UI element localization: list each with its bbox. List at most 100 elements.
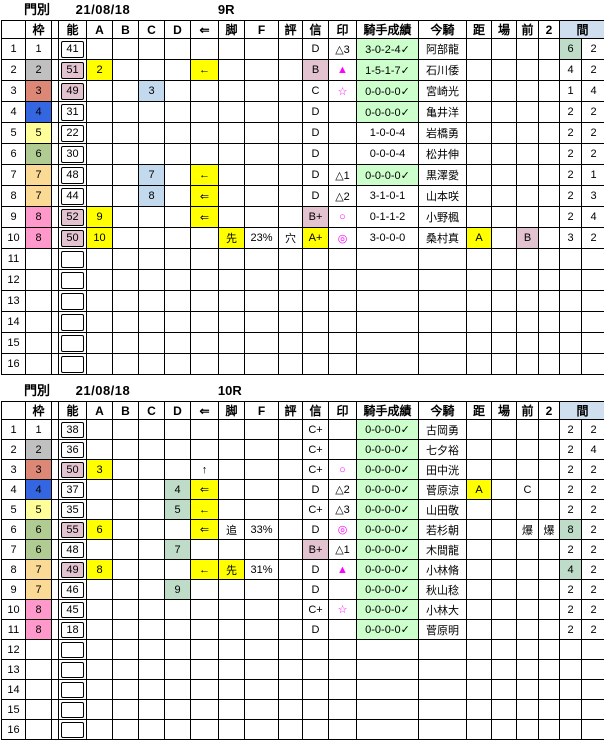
cell-kishu-seiseki[interactable] [357,354,419,375]
cell-col-c[interactable] [139,249,165,270]
cell-col-a[interactable] [87,620,113,640]
cell-col-2[interactable] [539,228,560,249]
cell-kyaku[interactable]: 追 [219,520,245,540]
cell-separator[interactable] [52,660,59,680]
cell-kan-2[interactable] [582,720,604,740]
cell-col-b[interactable] [113,39,139,60]
cell-separator[interactable] [52,520,59,540]
cell-shirushi[interactable] [329,620,357,640]
cell-kan-1[interactable] [560,354,582,375]
cell-col-c[interactable] [139,354,165,375]
cell-col-d[interactable]: 7 [165,540,191,560]
cell-shin[interactable]: D [303,580,329,600]
cell-arrow[interactable]: ⇐ [191,520,219,540]
cell-col-b[interactable] [113,540,139,560]
cell-shirushi[interactable] [329,270,357,291]
cell-separator[interactable] [52,420,59,440]
cell-arrow[interactable]: ⇐ [191,480,219,500]
column-header-col-d[interactable]: D [165,21,191,39]
cell-col-b[interactable] [113,580,139,600]
cell-shirushi[interactable]: ○ [329,207,357,228]
cell-f-pct[interactable]: 23% [245,228,279,249]
cell-col-2[interactable] [539,640,560,660]
cell-kyo[interactable] [467,144,492,165]
cell-kan-2[interactable]: 2 [582,420,604,440]
cell-col-2[interactable] [539,580,560,600]
cell-col-d[interactable] [165,291,191,312]
cell-col-2[interactable] [539,720,560,740]
cell-row-number[interactable]: 13 [2,291,26,312]
cell-shin[interactable]: D [303,102,329,123]
cell-jockey[interactable]: 秋山稔 [419,580,467,600]
column-header-kishu-seiseki[interactable]: 騎手成績 [357,21,419,39]
cell-jockey[interactable]: 阿部龍 [419,39,467,60]
column-header-col-c[interactable]: C [139,21,165,39]
cell-ba[interactable] [492,640,517,660]
cell-col-2[interactable] [539,312,560,333]
cell-mae[interactable]: 爆 [517,520,539,540]
cell-kan-2[interactable]: 2 [582,520,604,540]
cell-hyo[interactable] [279,560,303,580]
cell-f-pct[interactable] [245,39,279,60]
cell-col-b[interactable] [113,291,139,312]
column-header-row-number[interactable] [2,402,26,420]
cell-col-2[interactable] [539,291,560,312]
cell-arrow[interactable] [191,580,219,600]
cell-jockey[interactable] [419,270,467,291]
cell-col-b[interactable] [113,186,139,207]
cell-kyo[interactable] [467,640,492,660]
cell-row-number[interactable]: 7 [2,540,26,560]
cell-col-c[interactable] [139,480,165,500]
cell-kan-1[interactable]: 3 [560,228,582,249]
column-header-mae[interactable]: 前 [517,402,539,420]
cell-mae[interactable] [517,312,539,333]
cell-arrow[interactable] [191,354,219,375]
cell-ba[interactable] [492,60,517,81]
cell-shin[interactable]: D [303,520,329,540]
cell-col-2[interactable] [539,102,560,123]
cell-kan-1[interactable] [560,700,582,720]
cell-ba[interactable] [492,186,517,207]
cell-f-pct[interactable] [245,123,279,144]
cell-shin[interactable]: D [303,480,329,500]
cell-hyo[interactable] [279,123,303,144]
cell-hyo[interactable] [279,460,303,480]
cell-col-a[interactable]: 3 [87,460,113,480]
cell-waku[interactable]: 7 [26,165,52,186]
cell-mae[interactable] [517,354,539,375]
cell-row-number[interactable]: 16 [2,354,26,375]
cell-kyo[interactable] [467,460,492,480]
column-header-f-pct[interactable]: F [245,21,279,39]
cell-kan-2[interactable]: 2 [582,580,604,600]
cell-shin[interactable]: B+ [303,207,329,228]
cell-separator[interactable] [52,249,59,270]
cell-jockey[interactable]: 小野楓 [419,207,467,228]
cell-row-number[interactable]: 10 [2,600,26,620]
cell-jockey[interactable]: 宮崎光 [419,81,467,102]
cell-kishu-seiseki[interactable]: 0-0-0-0✓ [357,520,419,540]
cell-shin[interactable]: C+ [303,500,329,520]
cell-col-2[interactable] [539,700,560,720]
cell-col-b[interactable] [113,700,139,720]
cell-jockey[interactable]: 若杉朝 [419,520,467,540]
cell-waku[interactable] [26,249,52,270]
cell-ba[interactable] [492,123,517,144]
cell-kishu-seiseki[interactable]: 0-0-0-0✓ [357,540,419,560]
cell-row-number[interactable]: 6 [2,144,26,165]
cell-row-number[interactable]: 12 [2,270,26,291]
cell-ba[interactable] [492,480,517,500]
column-header-kishu-seiseki[interactable]: 騎手成績 [357,402,419,420]
cell-shirushi[interactable]: ◎ [329,520,357,540]
cell-shin[interactable] [303,720,329,740]
cell-kyo[interactable] [467,720,492,740]
cell-kyaku[interactable] [219,620,245,640]
cell-col-a[interactable] [87,186,113,207]
cell-waku[interactable] [26,333,52,354]
cell-col-d[interactable] [165,39,191,60]
cell-arrow[interactable]: ← [191,500,219,520]
cell-noryoku[interactable] [59,700,87,720]
cell-kyo[interactable] [467,186,492,207]
cell-kan-1[interactable]: 2 [560,102,582,123]
cell-kyo[interactable] [467,600,492,620]
cell-col-d[interactable]: 4 [165,480,191,500]
